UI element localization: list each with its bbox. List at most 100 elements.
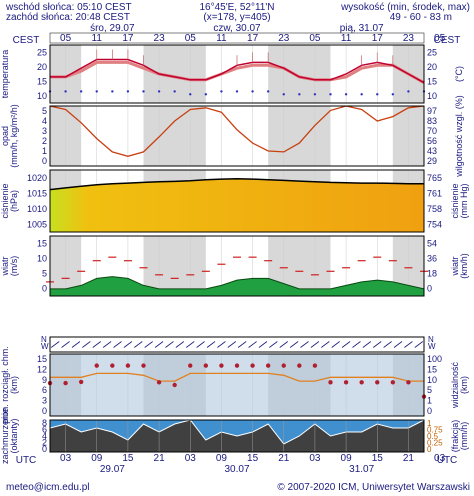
- sunset-text: zachód słońca: 20:48 CEST: [6, 12, 130, 23]
- cloud-base-point: [359, 380, 364, 385]
- panel-border: [49, 353, 425, 417]
- top-tz-left: CEST: [13, 35, 40, 46]
- night-band: [143, 236, 206, 296]
- bottom-day-label: 29.07: [100, 464, 125, 475]
- left-tick-label: 4: [42, 116, 47, 126]
- cloud-base-point: [110, 363, 115, 368]
- right-tick-label: 10: [427, 375, 437, 385]
- cloud-base-point: [297, 363, 302, 368]
- top-hour-label: 17: [122, 33, 134, 44]
- top-hour-label: 11: [341, 33, 352, 44]
- winddir-label-right: N: [428, 335, 434, 344]
- bottom-hour-label: 21: [154, 453, 166, 464]
- precip-ylabel: opad: [0, 126, 10, 146]
- bottom-hour-label: 03: [309, 453, 321, 464]
- dewpoint-dot: [266, 90, 270, 93]
- wind-arrow: [50, 341, 60, 348]
- right-tick-label: 754: [427, 219, 442, 229]
- wind-arrow: [321, 341, 330, 348]
- humidity-ylabel: wilgotność wzgl. (%): [454, 95, 464, 178]
- wind-arrow: [258, 341, 268, 348]
- cloud-base-point: [343, 380, 349, 385]
- temp-range-band: [50, 60, 425, 85]
- cloud-extent-ylabel: (km): [9, 376, 19, 394]
- pressure-area: [50, 178, 424, 232]
- left-tick-label: 25: [37, 47, 47, 57]
- left-tick-label: 0: [42, 444, 47, 454]
- wind-arrow: [196, 341, 205, 348]
- right-tick-label: 43: [427, 146, 437, 156]
- left-tick-label: 15: [37, 76, 47, 86]
- wind-ylabel: (m/s): [9, 256, 19, 277]
- wind-arrow: [341, 341, 351, 348]
- top-hour-label: 23: [154, 33, 166, 44]
- right-tick-label: 54: [427, 239, 437, 249]
- left-tick-label: 20: [37, 62, 47, 72]
- pressure-line: [49, 178, 424, 191]
- wind-ylabel-right: (km/h): [459, 253, 469, 279]
- panel-border: [49, 105, 425, 167]
- right-tick-label: 20: [427, 62, 437, 72]
- top-hour-label: 23: [278, 33, 290, 44]
- right-tick-label: 83: [427, 116, 437, 126]
- wind-arrow: [331, 341, 340, 348]
- bottom-hour-label: 03: [185, 453, 197, 464]
- bottom-hour-label: 09: [91, 453, 103, 464]
- pressure-ylabel: ciśnienie: [0, 183, 10, 218]
- wind-arrow: [352, 341, 361, 348]
- top-day-label: czw, 30.07: [213, 23, 261, 34]
- elevation-values: 49 - 60 - 83 m: [390, 12, 452, 23]
- panel-border: [49, 419, 425, 453]
- wind-arrow: [414, 341, 424, 348]
- dewpoint-dot: [220, 90, 223, 93]
- clouds-ylabel-right: (frakcja): [450, 420, 460, 453]
- right-tick-label: 0.5: [427, 432, 439, 441]
- cloud-base-point: [203, 363, 209, 368]
- wind-arrow: [248, 341, 257, 348]
- right-tick-label: 758: [427, 204, 442, 214]
- right-tick-label: 36: [427, 254, 437, 264]
- winddir-label-left: W: [41, 342, 49, 351]
- bottom-hour-label: 15: [372, 453, 384, 464]
- left-tick-label: 1005: [27, 219, 47, 229]
- left-tick-label: 10: [37, 91, 47, 101]
- right-tick-label: 0.75: [427, 426, 443, 435]
- dewpoint-dot: [282, 93, 285, 96]
- top-hour-label: 05: [434, 33, 446, 44]
- temperature-ylabel: temperatura: [0, 50, 10, 99]
- left-tick-label: 1010: [27, 204, 47, 214]
- wind-arrow: [144, 341, 153, 348]
- clouds-right-ticks: 10.750.50.250: [427, 419, 443, 454]
- top-hour-label: 11: [92, 33, 103, 44]
- wind-ylabel-right: wiatr: [450, 256, 460, 276]
- dewpoint-dot: [407, 90, 410, 93]
- clouds-ylabel: (oktanty): [9, 418, 19, 453]
- wind-arrow: [92, 341, 101, 348]
- humidity-line: [49, 105, 425, 157]
- right-tick-label: 5: [427, 385, 432, 395]
- winddir-label-right: W: [428, 342, 436, 351]
- wind-arrow: [71, 341, 81, 348]
- dewpoint-dot: [173, 90, 176, 93]
- right-tick-label: 1: [427, 396, 432, 406]
- dewpoint-dot: [313, 93, 317, 96]
- dewpoint-dot: [376, 93, 379, 96]
- wind-arrow: [227, 341, 237, 348]
- cloud-base-point: [375, 380, 380, 385]
- wind-arrow: [310, 341, 320, 348]
- wind-arrow: [393, 341, 403, 348]
- left-tick-label: 1: [42, 146, 47, 156]
- dewpoint-dot: [64, 90, 67, 93]
- left-tick-label: 15: [37, 239, 47, 249]
- bottom-hour-label: 21: [403, 453, 415, 464]
- right-tick-label: 15: [427, 76, 437, 86]
- right-tick-label: 765: [427, 173, 442, 183]
- left-tick-label: 2: [42, 136, 47, 146]
- sunrise-text: wschód słońca: 05:10 CEST: [5, 2, 132, 13]
- cloud-base-point: [250, 363, 255, 368]
- footer-email: meteo@icm.edu.pl: [6, 482, 90, 493]
- temperature-panel: 25 20 15 10 25 20 15 10 temperatura (°C): [0, 44, 464, 104]
